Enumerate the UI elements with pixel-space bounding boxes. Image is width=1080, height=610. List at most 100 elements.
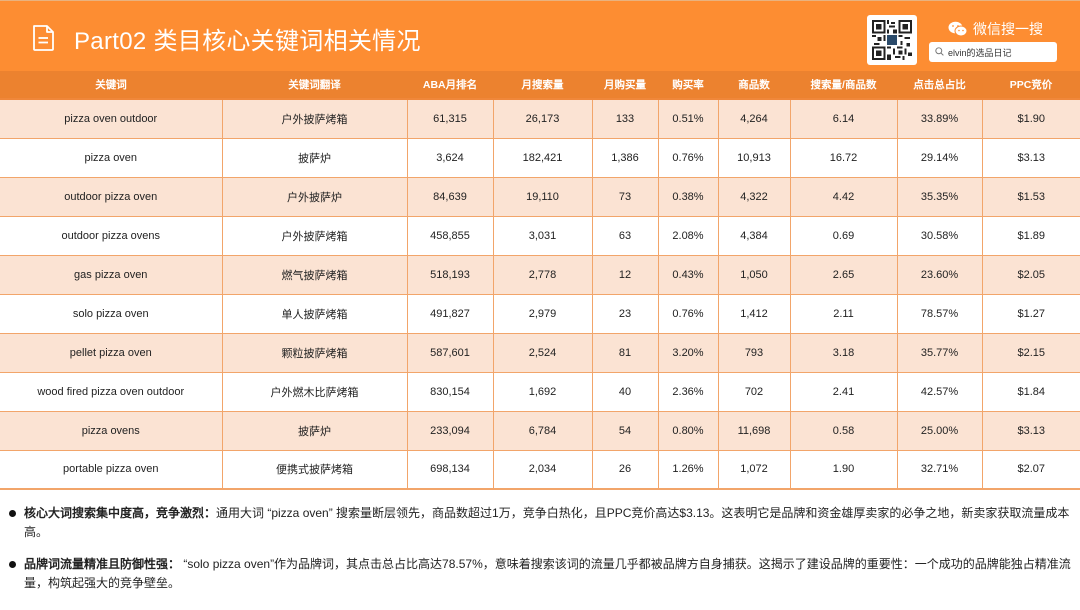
search-icon — [935, 46, 944, 58]
cell-aba-rank: 233,094 — [407, 411, 494, 451]
col-header-ppc-bid: PPC竞价 — [982, 71, 1080, 100]
cell-aba-rank: 698,134 — [407, 450, 494, 490]
col-header-search-per-product: 搜索量/商品数 — [790, 71, 897, 100]
cell-keyword: portable pizza oven — [0, 450, 223, 490]
cell-search-per-product: 2.65 — [790, 255, 898, 295]
col-header-translation: 关键词翻译 — [222, 71, 407, 100]
cell-purchase-rate: 0.76% — [658, 138, 719, 178]
cell-product-count: 11,698 — [718, 411, 791, 451]
cell-purchase-rate: 2.08% — [658, 216, 719, 256]
cell-aba-rank: 830,154 — [407, 372, 494, 412]
cell-product-count: 1,050 — [718, 255, 791, 295]
col-header-monthly-purchase: 月购买量 — [592, 71, 658, 100]
cell-aba-rank: 84,639 — [407, 177, 494, 217]
col-header-aba-rank: ABA月排名 — [407, 71, 493, 100]
cell-search-per-product: 3.18 — [790, 333, 898, 373]
cell-ppc-bid: $1.90 — [982, 99, 1080, 139]
cell-purchase-rate: 3.20% — [658, 333, 719, 373]
table-row: pizza oven 披萨炉 3,624 182,421 1,386 0.76%… — [0, 138, 1080, 178]
cell-monthly-purchase: 81 — [592, 333, 659, 373]
cell-search-per-product: 6.14 — [790, 99, 898, 139]
document-icon — [28, 23, 58, 53]
cell-aba-rank: 587,601 — [407, 333, 494, 373]
table-row: outdoor pizza ovens 户外披萨烤箱 458,855 3,031… — [0, 216, 1080, 256]
cell-aba-rank: 61,315 — [407, 99, 494, 139]
cell-product-count: 702 — [718, 372, 791, 412]
cell-click-share: 30.58% — [897, 216, 983, 256]
note-body: “solo pizza oven”作为品牌词，其点击总占比高达78.57%，意味… — [24, 557, 1071, 590]
cell-ppc-bid: $1.84 — [982, 372, 1080, 412]
cell-translation: 披萨炉 — [222, 138, 408, 178]
cell-purchase-rate: 0.76% — [658, 294, 719, 334]
cell-translation: 户外披萨烤箱 — [222, 216, 408, 256]
cell-monthly-purchase: 63 — [592, 216, 659, 256]
note-body: 通用大词 “pizza oven” 搜索量断层领先，商品数超过1万，竞争白热化，… — [24, 506, 1070, 539]
cell-search-per-product: 2.11 — [790, 294, 898, 334]
cell-keyword: gas pizza oven — [0, 255, 223, 295]
note-heading: 核心大词搜索集中度高，竞争激烈： — [24, 506, 217, 520]
note-item: 品牌词流量精准且防御性强： “solo pizza oven”作为品牌词，其点击… — [8, 555, 1080, 593]
col-header-keyword: 关键词 — [0, 71, 222, 100]
cell-monthly-purchase: 26 — [592, 450, 659, 490]
cell-translation: 户外燃木比萨烤箱 — [222, 372, 408, 412]
cell-search-per-product: 16.72 — [790, 138, 898, 178]
col-header-purchase-rate: 购买率 — [658, 71, 718, 100]
cell-keyword: pellet pizza oven — [0, 333, 223, 373]
wechat-search-label: 微信搜一搜 — [948, 19, 1043, 39]
cell-keyword: solo pizza oven — [0, 294, 223, 334]
cell-ppc-bid: $3.13 — [982, 411, 1080, 451]
cell-keyword: pizza oven — [0, 138, 223, 178]
cell-translation: 燃气披萨烤箱 — [222, 255, 408, 295]
table-row: outdoor pizza oven 户外披萨炉 84,639 19,110 7… — [0, 177, 1080, 217]
wechat-label: 微信搜一搜 — [973, 21, 1043, 37]
cell-translation: 单人披萨烤箱 — [222, 294, 408, 334]
cell-search-per-product: 0.58 — [790, 411, 898, 451]
cell-monthly-purchase: 1,386 — [592, 138, 659, 178]
cell-aba-rank: 458,855 — [407, 216, 494, 256]
table-row: portable pizza oven 便携式披萨烤箱 698,134 2,03… — [0, 450, 1080, 490]
cell-keyword: outdoor pizza oven — [0, 177, 223, 217]
analysis-notes: 核心大词搜索集中度高，竞争激烈：通用大词 “pizza oven” 搜索量断层领… — [8, 504, 1080, 606]
cell-product-count: 10,913 — [718, 138, 791, 178]
col-header-product-count: 商品数 — [718, 71, 790, 100]
cell-monthly-purchase: 54 — [592, 411, 659, 451]
cell-ppc-bid: $2.15 — [982, 333, 1080, 373]
cell-purchase-rate: 0.38% — [658, 177, 719, 217]
cell-product-count: 4,322 — [718, 177, 791, 217]
qr-code — [867, 15, 917, 65]
cell-monthly-search: 19,110 — [493, 177, 593, 217]
cell-click-share: 29.14% — [897, 138, 983, 178]
table-row: wood fired pizza oven outdoor 户外燃木比萨烤箱 8… — [0, 372, 1080, 412]
cell-click-share: 78.57% — [897, 294, 983, 334]
cell-product-count: 1,412 — [718, 294, 791, 334]
note-heading: 品牌词流量精准且防御性强： — [24, 557, 181, 571]
cell-keyword: pizza oven outdoor — [0, 99, 223, 139]
cell-product-count: 4,384 — [718, 216, 791, 256]
table-header-row: 关键词 关键词翻译 ABA月排名 月搜索量 月购买量 购买率 商品数 搜索量/商… — [0, 71, 1080, 100]
cell-monthly-purchase: 12 — [592, 255, 659, 295]
cell-purchase-rate: 1.26% — [658, 450, 719, 490]
cell-translation: 户外披萨烤箱 — [222, 99, 408, 139]
cell-translation: 披萨炉 — [222, 411, 408, 451]
cell-click-share: 35.35% — [897, 177, 983, 217]
cell-monthly-purchase: 40 — [592, 372, 659, 412]
cell-ppc-bid: $1.27 — [982, 294, 1080, 334]
cell-purchase-rate: 0.51% — [658, 99, 719, 139]
cell-search-per-product: 2.41 — [790, 372, 898, 412]
cell-keyword: outdoor pizza ovens — [0, 216, 223, 256]
cell-ppc-bid: $3.13 — [982, 138, 1080, 178]
cell-translation: 便携式披萨烤箱 — [222, 450, 408, 490]
wechat-icon — [948, 21, 968, 37]
table-row: solo pizza oven 单人披萨烤箱 491,827 2,979 23 … — [0, 294, 1080, 334]
search-box: elvin的选品日记 — [929, 42, 1057, 62]
table-row: gas pizza oven 燃气披萨烤箱 518,193 2,778 12 0… — [0, 255, 1080, 295]
cell-monthly-search: 3,031 — [493, 216, 593, 256]
bullet-icon — [9, 561, 16, 568]
cell-click-share: 42.57% — [897, 372, 983, 412]
cell-monthly-purchase: 73 — [592, 177, 659, 217]
cell-aba-rank: 3,624 — [407, 138, 494, 178]
cell-click-share: 33.89% — [897, 99, 983, 139]
cell-aba-rank: 518,193 — [407, 255, 494, 295]
cell-translation: 户外披萨炉 — [222, 177, 408, 217]
cell-translation: 颗粒披萨烤箱 — [222, 333, 408, 373]
